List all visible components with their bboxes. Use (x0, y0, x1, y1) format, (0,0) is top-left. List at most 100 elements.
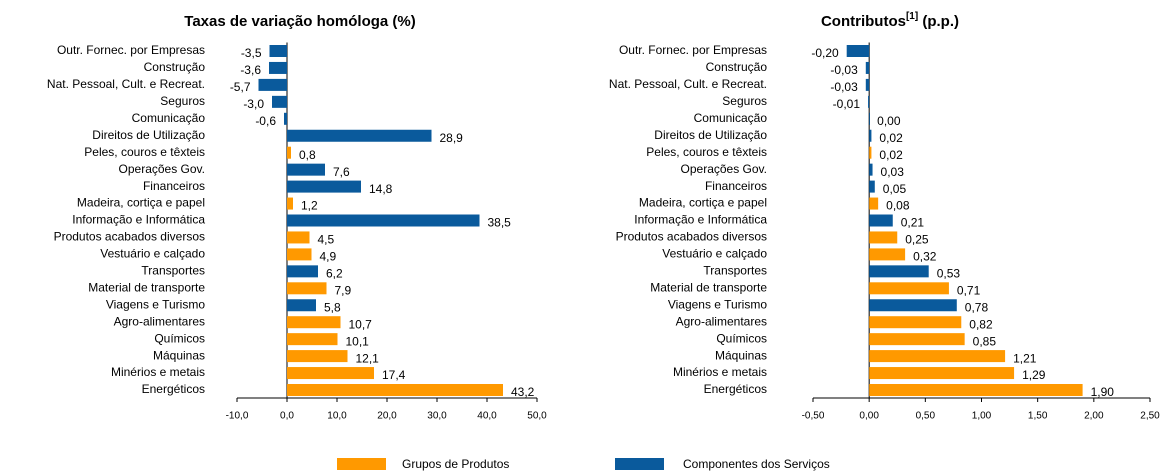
x-tick-label: 50,0 (527, 411, 547, 422)
category-label: Viagens e Turismo (668, 297, 767, 311)
category-label: Químicos (716, 331, 767, 345)
category-label: Peles, couros e têxteis (646, 145, 767, 159)
bar (287, 180, 361, 193)
category-label: Vestuário e calçado (662, 247, 767, 261)
category-label: Informação e Informática (634, 213, 767, 227)
x-tick-label: 0,0 (280, 411, 294, 422)
data-label: 0,03 (881, 165, 905, 179)
data-label: 14,8 (369, 182, 393, 196)
bar (269, 45, 287, 57)
data-label: 1,29 (1022, 368, 1046, 382)
data-label: 0,71 (957, 283, 981, 297)
x-tick-label: 2,50 (1140, 411, 1160, 422)
x-tick-label: 20,0 (377, 411, 397, 422)
bar (869, 214, 893, 227)
data-label: -3,0 (243, 97, 264, 111)
category-label: Material de transporte (88, 280, 205, 294)
bar (869, 384, 1083, 396)
data-label: 12,1 (356, 351, 380, 365)
bar (287, 367, 374, 380)
bar (869, 180, 875, 193)
data-label: 4,5 (318, 233, 335, 247)
data-label: -0,01 (833, 97, 861, 111)
data-label: 17,4 (382, 368, 406, 382)
data-label: 0,05 (883, 182, 907, 196)
x-tick-label: 0,00 (859, 411, 879, 422)
category-label: Químicos (154, 331, 205, 345)
category-label: Construção (706, 60, 768, 74)
data-label: 1,2 (301, 199, 318, 213)
chart-title: Contributos[1] (p.p.) (821, 11, 959, 30)
data-label: -3,6 (240, 63, 261, 77)
bar (869, 299, 957, 312)
bar (287, 163, 325, 176)
data-label: 0,8 (299, 148, 316, 162)
bar (287, 333, 338, 346)
bar (869, 316, 962, 329)
title-part: Taxas de variação homóloga (%) (184, 13, 415, 30)
data-label: -0,03 (830, 80, 858, 94)
data-label: 43,2 (511, 385, 535, 399)
bar (869, 197, 879, 210)
bar (869, 129, 872, 142)
data-label: 0,78 (965, 300, 989, 314)
category-label: Minérios e metais (673, 365, 767, 379)
title-part: (p.p.) (918, 13, 959, 30)
bar (869, 112, 870, 125)
data-label: 0,53 (937, 267, 961, 281)
category-label: Madeira, cortiça e papel (639, 196, 767, 210)
data-label: 6,2 (326, 267, 343, 281)
data-label: 38,5 (488, 216, 512, 230)
data-label: 4,9 (320, 250, 337, 264)
data-label: 0,21 (901, 216, 925, 230)
x-tick-label: -10,0 (226, 411, 249, 422)
bar (869, 231, 898, 244)
category-label: Energéticos (704, 382, 767, 396)
category-label: Minérios e metais (111, 365, 205, 379)
data-label: 0,25 (905, 233, 929, 247)
bar (869, 367, 1015, 380)
x-tick-label: 1,50 (1028, 411, 1048, 422)
bar (287, 197, 293, 210)
bar (287, 316, 341, 329)
category-label: Máquinas (715, 348, 767, 362)
category-label: Direitos de Utilização (92, 128, 205, 142)
data-label: 0,02 (879, 148, 903, 162)
bar (287, 231, 310, 244)
data-label: 10,1 (346, 334, 370, 348)
bar (272, 95, 287, 108)
data-label: 7,9 (335, 283, 352, 297)
category-label: Agro-alimentares (676, 314, 767, 328)
category-label: Madeira, cortiça e papel (77, 196, 205, 210)
category-label: Outr. Fornec. por Empresas (57, 43, 205, 57)
category-label: Peles, couros e têxteis (84, 145, 205, 159)
x-tick-label: 1,00 (972, 411, 992, 422)
bar (869, 350, 1006, 363)
bar (287, 384, 503, 396)
x-tick-label: 30,0 (427, 411, 447, 422)
legend-swatch (337, 458, 386, 470)
category-label: Agro-alimentares (114, 314, 205, 328)
bar (865, 61, 870, 74)
x-tick-label: 2,00 (1084, 411, 1104, 422)
category-label: Energéticos (142, 382, 205, 396)
category-label: Viagens e Turismo (106, 297, 205, 311)
bar (287, 129, 432, 142)
bar (869, 282, 949, 295)
bar (269, 61, 287, 74)
bar (284, 112, 287, 125)
bar (287, 248, 312, 261)
category-label: Financeiros (705, 179, 767, 193)
bar (865, 78, 870, 91)
category-label: Vestuário e calçado (100, 247, 205, 261)
category-label: Comunicação (132, 111, 206, 125)
x-tick-label: -0,50 (802, 411, 825, 422)
category-label: Operações Gov. (119, 162, 205, 176)
legend-label: Grupos de Produtos (402, 457, 509, 471)
category-label: Máquinas (153, 348, 205, 362)
category-label: Outr. Fornec. por Empresas (619, 43, 767, 57)
bar (258, 78, 287, 91)
category-label: Comunicação (694, 111, 768, 125)
bar (869, 146, 872, 159)
